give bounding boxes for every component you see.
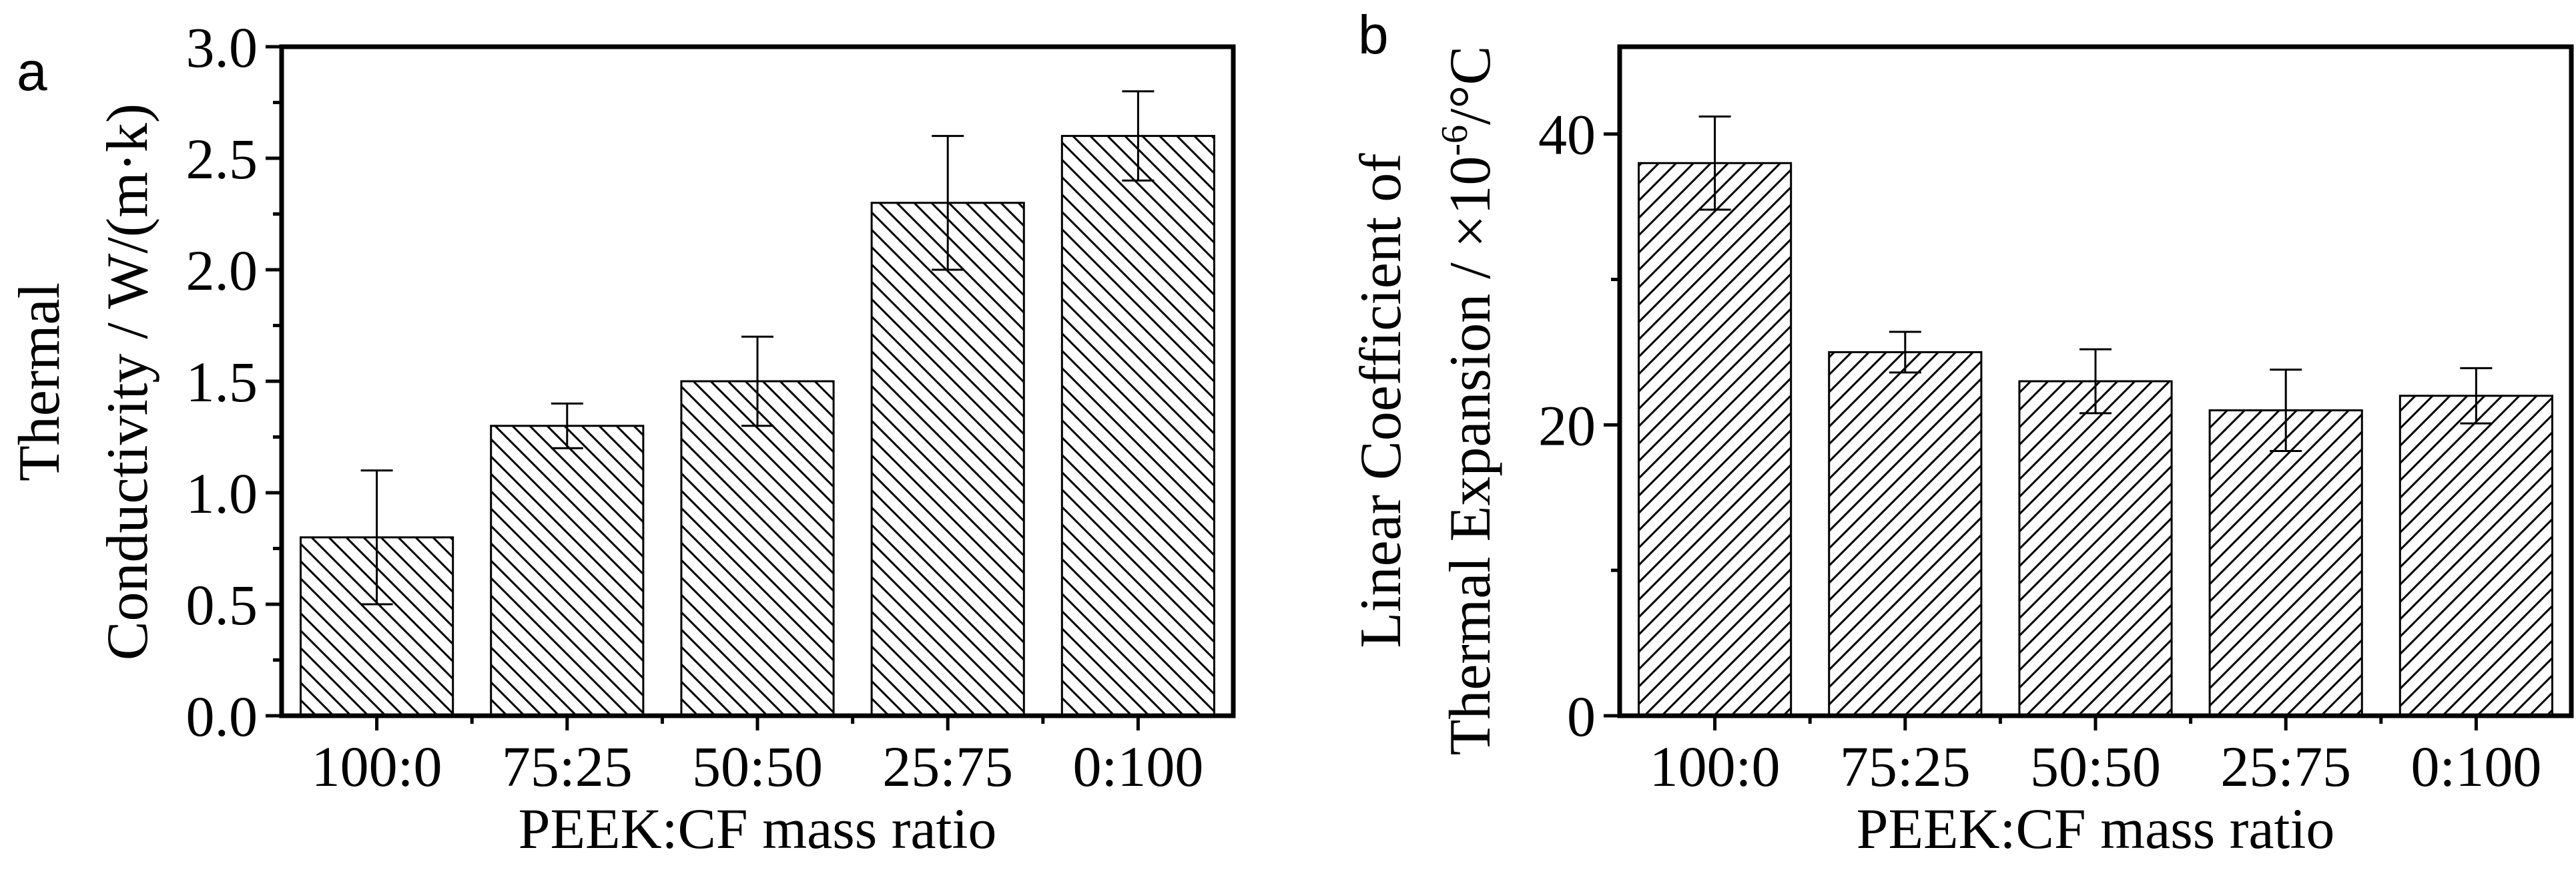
panel-b-x-tick-label: 100:0 <box>1650 734 1781 799</box>
panel-a-x-tick-label: 50:50 <box>692 734 823 799</box>
panel-a-ylabel-line2: Conductivity / W/(m·k) <box>95 103 160 660</box>
panel-a-error-bar-100-0 <box>360 469 393 606</box>
panel-a-error-bar-25-75 <box>932 135 964 271</box>
panel-b-xlabel: PEEK:CF mass ratio <box>1857 797 2335 861</box>
panel-a-ylabel: Thermal Conductivity / W/(m·k) <box>7 103 160 660</box>
panel-a-y-tick-label: 0.0 <box>186 684 258 748</box>
panel-b-label: b <box>1358 5 1389 65</box>
panel-b-ylabel-superscript: -6 <box>1434 125 1476 156</box>
panel-b-ylabel-line1: Linear Coefficient of <box>1349 153 1413 648</box>
panel-b-bar-75-25 <box>1828 351 1983 717</box>
panel-a-y-tick-label: 0.5 <box>186 573 258 637</box>
panel-a-label: a <box>17 41 47 102</box>
panel-a-x-tick-label: 25:75 <box>882 734 1013 799</box>
panel-b: b Linear Coefficient of Thermal Expansio… <box>1349 5 2574 861</box>
panel-b-ylabel-line2: Thermal Expansion / ×10-6/°C <box>1434 46 1503 756</box>
panel-b-x-ticks: 100:0 75:25 50:50 25:75 0:100 <box>1650 716 2541 799</box>
panel-b-ylabel-unit: /°C <box>1438 46 1503 125</box>
panel-b-x-tick-label: 0:100 <box>2410 734 2541 799</box>
panel-b-bar-0-100 <box>2398 395 2553 717</box>
panel-b-bar-50-50 <box>2018 380 2173 717</box>
panel-b-x-tick-label: 75:25 <box>1840 734 1971 799</box>
panel-a-x-ticks: 100:0 75:25 50:50 25:75 0:100 <box>312 716 1203 799</box>
panel-b-ylabel: Linear Coefficient of Thermal Expansion … <box>1349 46 1503 756</box>
panel-a-y-tick-label: 2.0 <box>186 238 258 302</box>
panel-b-bars <box>1638 162 2553 717</box>
panel-a-x-tick-label: 0:100 <box>1072 734 1203 799</box>
panel-a-error-bar-50-50 <box>741 335 773 427</box>
panel-a-bar-25-75 <box>870 202 1025 717</box>
panel-a-y-tick-label: 2.5 <box>186 127 258 191</box>
panel-b-bar-25-75 <box>2208 409 2363 717</box>
panel-b-x-tick-label: 50:50 <box>2030 734 2161 799</box>
panel-b-y-ticks: 0 20 40 <box>1538 103 1620 748</box>
panel-a-bar-0-100 <box>1060 135 1215 717</box>
panel-b-error-bar-25-75 <box>2270 369 2302 453</box>
panel-b-bar-100-0 <box>1638 162 1793 717</box>
panel-a: a Thermal Conductivity / W/(m·k) 0.0 0.5 1… <box>7 15 1236 861</box>
panel-b-error-bars <box>1698 116 2493 453</box>
panel-b-y-tick-label: 40 <box>1538 103 1596 167</box>
panel-b-error-bar-50-50 <box>2079 348 2112 415</box>
panel-a-error-bar-75-25 <box>551 402 583 449</box>
panel-b-error-bar-75-25 <box>1889 331 1921 374</box>
panel-b-ylabel-main: Thermal Expansion / ×10 <box>1438 156 1503 756</box>
panel-a-error-bar-0-100 <box>1122 90 1155 182</box>
panel-a-x-tick-label: 75:25 <box>502 734 633 799</box>
panel-a-y-tick-label: 1.5 <box>186 350 258 414</box>
panel-b-x-tick-label: 25:75 <box>2220 734 2351 799</box>
panel-a-y-tick-label: 1.0 <box>186 461 258 525</box>
panel-b-y-tick-label: 20 <box>1538 393 1596 457</box>
panel-a-xlabel: PEEK:CF mass ratio <box>519 797 997 861</box>
panel-a-error-bars <box>360 90 1155 606</box>
panel-a-ylabel-line1: Thermal <box>7 282 72 481</box>
panel-a-y-tick-label: 3.0 <box>186 15 258 79</box>
panel-a-x-tick-label: 100:0 <box>312 734 442 799</box>
panel-a-bar-50-50 <box>680 380 835 717</box>
panel-a-y-ticks: 0.0 0.5 1.0 1.5 2.0 2.5 3.0 <box>186 15 282 748</box>
panel-b-error-bar-0-100 <box>2460 367 2493 425</box>
panel-b-y-tick-label: 0 <box>1567 684 1596 748</box>
panel-a-bar-75-25 <box>490 425 645 717</box>
panel-b-error-bar-100-0 <box>1698 116 1731 211</box>
